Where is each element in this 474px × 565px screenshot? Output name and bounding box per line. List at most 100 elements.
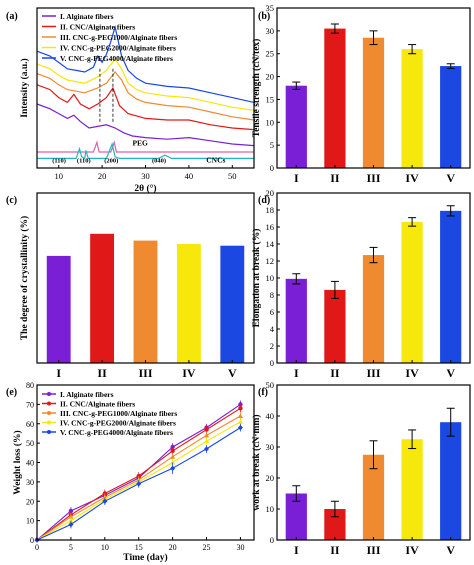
y-tick-label: 8 [270, 290, 274, 300]
plot-frame [36, 192, 255, 364]
x-tick-label: I [56, 366, 61, 380]
y-tick-label: 30 [266, 26, 275, 36]
panel-label: (f) [258, 387, 268, 398]
x-tick-label: V [228, 366, 237, 380]
y-tick-label: 50 [266, 380, 275, 390]
y-tick-label: 20 [26, 497, 34, 506]
annotation-miller: (200) [104, 157, 118, 164]
annotation-peg: PEG [132, 139, 148, 148]
legend-marker [47, 420, 51, 425]
panel-label: (d) [258, 195, 270, 206]
x-tick-label: 0 [35, 543, 39, 552]
panel-label: (a) [6, 11, 18, 22]
y-tick-label: 10 [266, 273, 275, 283]
y-tick-label: 2 [270, 341, 274, 351]
legend-label: III. CNC-g-PEG1000/Alginate fibers [60, 409, 177, 418]
y-tick-label: 6 [270, 307, 274, 317]
x-tick-label: III [138, 366, 152, 380]
bar [285, 493, 307, 540]
x-tick-label: III [366, 543, 380, 557]
y-tick-label: 10 [266, 504, 275, 514]
y-tick-label: 18 [266, 205, 275, 215]
y-tick-label: 35 [266, 3, 275, 13]
bar [285, 85, 307, 168]
x-tick-label: 40 [185, 171, 194, 181]
annotation-cncs: CNCs [206, 155, 225, 164]
annotation-miller: (110) [77, 157, 91, 164]
y-tick-label: 70 [26, 400, 34, 409]
bar [133, 240, 158, 363]
data-point [237, 413, 243, 418]
bar [362, 37, 385, 168]
y-axis-title: Elongation at break (%) [251, 229, 262, 328]
data-point [204, 438, 210, 444]
bar [440, 66, 462, 168]
data-point [204, 427, 209, 432]
series-line [37, 141, 254, 160]
bar [401, 221, 423, 363]
panel-label: (c) [6, 195, 17, 206]
data-point [170, 448, 175, 454]
x-tick-label: 15 [135, 543, 143, 552]
x-tick-label: V [446, 543, 455, 557]
data-point [204, 446, 210, 452]
x-tick-label: III [366, 171, 380, 185]
x-tick-label: II [330, 171, 340, 185]
y-tick-label: 14 [266, 239, 275, 249]
data-point [237, 424, 243, 431]
x-axis-title: 2θ (°) [134, 183, 156, 194]
bar [220, 245, 245, 363]
y-axis-title: Weight loss (%) [12, 430, 23, 494]
plot-frame [36, 384, 255, 541]
legend-label: IV. CNC-g-PEG2000/Alginate fibers [60, 419, 176, 428]
x-tick-label: V [446, 366, 455, 380]
plot-frame [276, 384, 471, 541]
bar [324, 289, 346, 363]
legend-label: II. CNC/Alginate fibers [60, 400, 135, 409]
data-point [102, 498, 108, 504]
y-tick-label: 10 [26, 517, 34, 526]
bar [46, 255, 71, 363]
y-tick-label: 10 [266, 117, 275, 127]
x-tick-label: 20 [98, 171, 107, 181]
x-tick-label: 20 [169, 543, 177, 552]
x-tick-label: II [330, 366, 340, 380]
y-tick-label: 0 [270, 358, 274, 368]
x-tick-label: 50 [228, 171, 237, 181]
x-tick-label: 30 [141, 171, 150, 181]
data-point [170, 454, 176, 459]
annotation-miller: (110) [52, 157, 66, 164]
x-tick-label: 5 [69, 543, 73, 552]
x-tick-label: 10 [101, 543, 109, 552]
y-tick-label: 20 [266, 188, 275, 198]
x-tick-label: I [294, 543, 299, 557]
y-axis-title: The degree of crystallinity (%) [19, 216, 30, 340]
y-axis-title: work at break (cN·mm) [251, 414, 262, 510]
data-point [170, 465, 176, 472]
x-tick-label: 25 [203, 543, 211, 552]
bar [401, 49, 423, 169]
x-axis-title: Time (day) [123, 552, 167, 563]
bar [362, 454, 385, 540]
panel-4: 0 5 10 15 20 25 30 0 10 20 30 40 50 60 70 80 (e) Time (da… [6, 381, 255, 563]
bar [90, 233, 115, 363]
panel-0: 10 20 30 40 50 (a) 2θ (°) Intensity (a.u.) I. Al… [6, 7, 255, 194]
legend-marker [47, 430, 51, 434]
data-point [170, 459, 176, 465]
y-tick-label: 0 [270, 535, 274, 545]
y-tick-label: 30 [266, 442, 275, 452]
legend-label: IV. CNC-g-PEG2000/Alginate fibers [60, 44, 176, 53]
legend-label: I. Alginate fibers [60, 12, 114, 21]
legend-marker [47, 392, 51, 396]
data-point [237, 419, 243, 424]
bar [362, 255, 385, 363]
panel-3: I II III IV V02468101214161820(d)Elongation … [251, 188, 471, 380]
bar [324, 28, 346, 169]
data-point [68, 518, 74, 523]
x-tick-label: 30 [236, 543, 244, 552]
bar [285, 278, 307, 363]
plot-frame [276, 192, 471, 364]
legend-label: V. CNC-g-PEG4000/Alginate fibers [60, 54, 173, 63]
